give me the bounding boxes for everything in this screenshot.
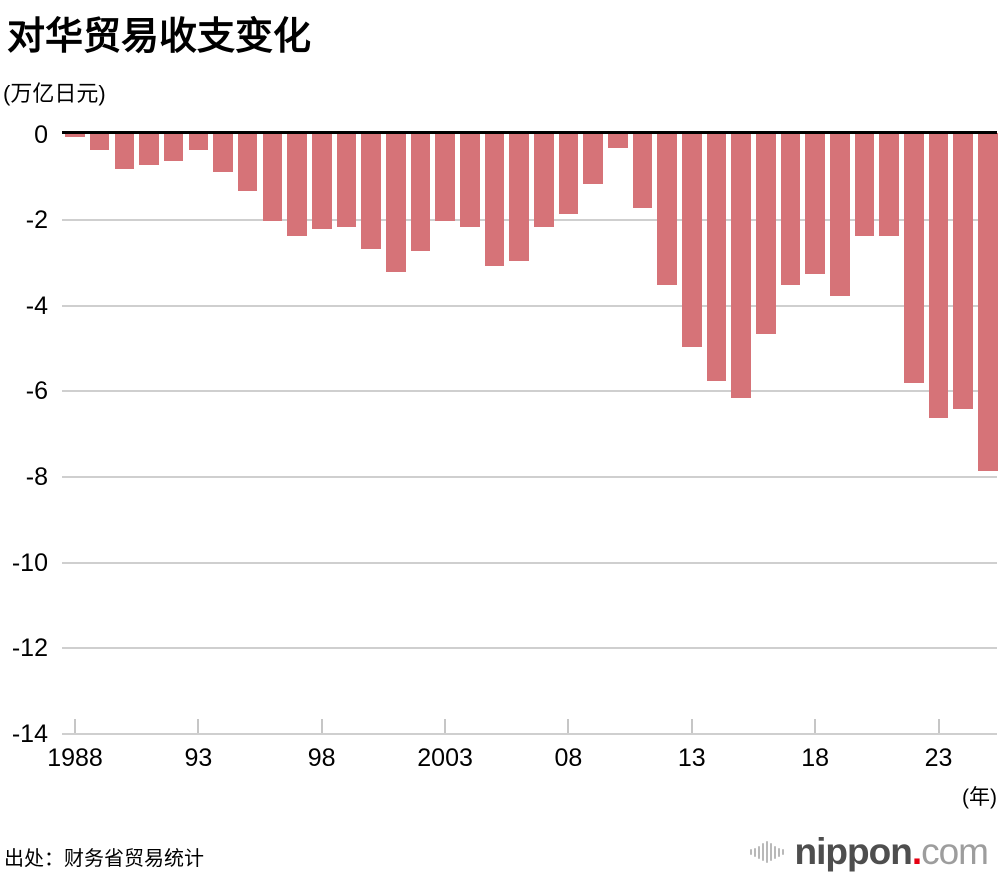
gridline--10 [62,561,997,564]
bar-1991 [139,133,159,166]
bar-2009 [583,133,603,185]
y-tick-label--6: -6 [25,377,48,406]
bar-2005 [484,133,505,266]
bar-2007 [534,133,554,228]
zero-axis-line [62,131,997,134]
x-tick-label-2003: 2003 [417,744,473,772]
x-tick-label-1998: 98 [307,744,336,772]
bar-2004 [460,133,480,228]
bar-2022 [904,133,924,384]
x-tick-2018 [814,719,817,733]
bar-2020 [854,133,875,236]
bar-1996 [262,133,283,221]
x-tick-1993 [197,719,200,733]
chart-title: 对华贸易收支变化 [7,16,312,58]
bar-1993 [188,133,209,151]
x-tick-label-1988: 1988 [47,744,103,772]
bar-1997 [287,133,307,236]
bar-2013 [682,133,702,347]
x-tick-label-1993: 93 [184,744,213,772]
y-tick-label--8: -8 [25,462,48,491]
y-tick-label-0: 0 [34,120,48,149]
x-tick-label-2023: 23 [924,744,953,772]
y-tick-label--2: -2 [25,206,48,235]
soundwave-icon [749,841,786,863]
gridline--8 [62,475,997,478]
x-tick-label-2018: 18 [801,744,829,772]
y-tick-label--12: -12 [11,634,48,663]
x-tick-2023 [937,719,940,733]
x-tick-2003 [444,719,447,733]
bar-1998 [312,133,332,230]
bar-2012 [657,133,677,285]
bar-2002 [410,133,431,251]
gridline--2 [62,219,997,222]
logo-dot: . [911,831,922,872]
bar-2003 [435,133,455,221]
logo-tld: com [921,831,989,872]
bar-1992 [163,133,184,161]
bar-2010 [608,133,628,148]
gridline--14 [62,732,997,735]
x-tick-1988 [74,719,76,733]
gridline--6 [62,390,997,393]
bar-2008 [558,133,579,215]
bar-2018 [805,133,825,275]
gridline--4 [62,304,997,307]
logo-brand: nippon [794,831,913,872]
x-tick-label-2013: 13 [677,744,706,772]
x-tick-2008 [567,719,570,733]
y-axis-unit-label: (万亿日元) [3,81,106,106]
bar-1990 [114,133,135,170]
bar-2001 [386,133,406,273]
logo-text: nippon.com [794,830,989,874]
x-axis-unit-label: (年) [962,786,997,809]
bar-2014 [706,133,727,382]
bar-2021 [879,133,899,236]
nippon-logo: nippon.com [749,830,989,874]
gridline--12 [62,647,997,650]
bar-1988 [65,133,85,138]
y-tick-label--4: -4 [25,291,48,320]
x-tick-2013 [690,719,693,733]
bar-1999 [336,133,357,228]
bar-2006 [509,133,529,262]
bar-1989 [89,133,110,151]
x-tick-label-2008: 08 [554,744,583,772]
bar-2025 [978,133,998,472]
bar-1994 [213,133,233,172]
y-tick-label--10: -10 [11,548,48,577]
y-tick-label--14: -14 [11,719,48,748]
bar-2023 [928,133,949,418]
bar-2016 [756,133,776,335]
bar-2011 [632,133,653,208]
bar-2017 [780,133,801,285]
bar-2024 [953,133,973,410]
source-note: 出处：财务省贸易统计 [4,848,204,870]
x-tick-1998 [320,719,323,733]
bar-2015 [731,133,751,399]
bar-1995 [237,133,258,191]
bar-2019 [830,133,850,296]
bar-2000 [361,133,381,249]
